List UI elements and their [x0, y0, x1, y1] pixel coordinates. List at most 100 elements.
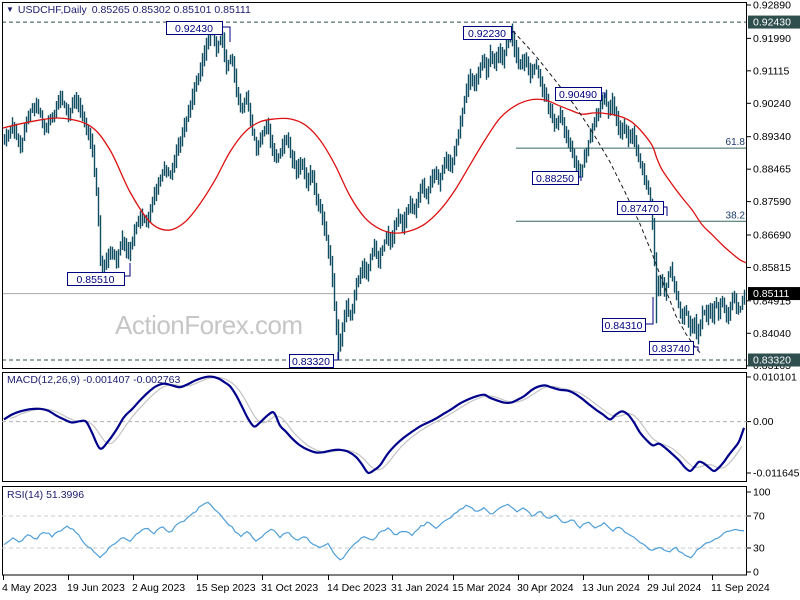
label-connector: [663, 206, 668, 216]
macd-line: [3, 375, 746, 475]
price-axis-label: 0.87590: [753, 196, 791, 208]
label-text: 0.83320: [292, 356, 330, 368]
price-axis-label: 0.92890: [753, 0, 791, 12]
price-axis-label: 0.85815: [753, 262, 791, 274]
macd-indicator-label: MACD(12,26,9) -0.001407 -0.002763: [7, 374, 181, 386]
trendline[interactable]: [512, 30, 703, 356]
macd-axis: 0.010101 0.00 -0.011645: [747, 372, 800, 480]
label-text: 0.92230: [468, 28, 506, 40]
symbol-title: USDCHF,Daily: [17, 4, 87, 16]
ohlc-bars-path: [3, 22, 746, 360]
rsi-axis: 100 70 30 0: [747, 487, 771, 579]
level-price-tag: [748, 15, 800, 29]
label-connector: [601, 92, 606, 98]
price-axis-label: 0.90240: [753, 98, 791, 110]
main-panel-border: [2, 2, 747, 369]
label-frame: [532, 171, 579, 185]
rsi-panel: [2, 486, 747, 576]
label-frame: [602, 318, 646, 332]
chart-objects[interactable]: 61.8 38.2: [2, 21, 747, 361]
rsi-axis-label: 70: [753, 511, 765, 523]
price-axis-label: 0.89340: [753, 131, 791, 143]
label-frame: [166, 21, 223, 35]
candlestick-series: [3, 22, 746, 360]
label-connector: [222, 26, 231, 42]
ma-line: [3, 98, 746, 264]
rsi-line: [3, 501, 745, 561]
price-axis-label: 0.83320: [753, 355, 791, 367]
date-label: 2 Aug 2023: [132, 582, 185, 594]
price-label-box[interactable]: 0.85510: [67, 263, 131, 286]
fib-level-618[interactable]: 61.8: [516, 137, 746, 149]
label-text: 0.88250: [536, 173, 574, 185]
macd-panel: [2, 372, 747, 482]
label-frame: [289, 354, 334, 368]
date-label: 30 Apr 2024: [517, 582, 574, 594]
label-frame: [617, 201, 664, 215]
label-connector: [333, 352, 339, 361]
current-price-tag: [748, 287, 800, 301]
date-label: 31 Jan 2024: [391, 582, 449, 594]
price-label-box[interactable]: 0.92230: [463, 26, 516, 41]
price-axis-label: 0.86690: [753, 229, 791, 241]
price-label-box[interactable]: 0.92430: [166, 21, 231, 43]
price-axis-label: 0.88465: [753, 164, 791, 176]
label-text: 0.90490: [559, 89, 597, 101]
macd-lines: [3, 375, 746, 475]
macd-axis-label: -0.011645: [753, 468, 800, 480]
price-axis-label: 0.91115: [753, 65, 790, 77]
chart-header: ▼ USDCHF,Daily 0.85265 0.85302 0.85101 0.8…: [6, 4, 256, 16]
date-label: 14 Dec 2023: [327, 582, 387, 594]
label-connector: [645, 297, 654, 325]
date-label: 11 Sep 2024: [711, 582, 770, 594]
label-text: 0.85510: [77, 274, 115, 286]
price-label-box[interactable]: 0.87470: [617, 201, 668, 217]
label-text: 0.84310: [605, 320, 643, 332]
price-label-box[interactable]: 0.84310: [602, 297, 654, 332]
macd-axis-label: 0.010101: [753, 372, 797, 384]
price-label-box[interactable]: 0.88250: [532, 171, 582, 186]
date-label: 29 Jul 2024: [647, 582, 701, 594]
price-axis-label: 0.92430: [753, 17, 791, 29]
label-connector: [693, 346, 699, 351]
price-axis-label: 0.85111: [753, 288, 790, 300]
fib-label: 38.2: [726, 210, 746, 221]
macd-axis-label: 0.00: [753, 416, 774, 428]
price-label-box[interactable]: 0.83740: [649, 341, 699, 356]
price-annotations[interactable]: 0.92430 0.92230 0.90490 0.88250 0.87470 0.855…: [67, 21, 699, 369]
price-axis: 0.92890 0.91990 0.91115 0.90240 0.89340 0.884…: [747, 0, 800, 372]
label-text: 0.87470: [621, 203, 659, 215]
price-axis-label: 0.84040: [753, 328, 791, 340]
rsi-axis-label: 30: [753, 543, 765, 555]
main-price-panel: 61.8 38.2 0.92430 0.92230 0.90490 0.88250 0.87…: [2, 2, 747, 369]
watermark: ActionForex.com: [115, 310, 303, 340]
collapse-icon[interactable]: ▼: [6, 5, 14, 14]
label-frame: [555, 87, 602, 101]
date-label: 19 Jun 2023: [67, 582, 125, 594]
rsi-axis-label: 0: [753, 567, 759, 579]
rsi-indicator-label: RSI(14) 51.3996: [7, 489, 85, 501]
label-frame: [67, 272, 125, 286]
date-label: 15 Mar 2024: [452, 582, 511, 594]
level-price-tag: [748, 353, 800, 367]
date-label: 31 Oct 2023: [261, 582, 318, 594]
date-label: 13 Jun 2024: [582, 582, 640, 594]
rsi-panel-border: [2, 486, 747, 576]
rsi-axis-label: 100: [753, 487, 771, 499]
label-frame: [649, 341, 694, 355]
label-connector: [124, 263, 131, 277]
ohlc-values: 0.85265 0.85302 0.85101 0.85111: [91, 4, 251, 16]
date-axis: 4 May 2023 19 Jun 2023 2 Aug 2023 15 Sep 20…: [2, 575, 770, 594]
price-axis-label: 0.91990: [753, 33, 791, 45]
macd-panel-border: [2, 372, 747, 482]
fib-label: 61.8: [726, 137, 746, 148]
price-label-box[interactable]: 0.90490: [555, 87, 606, 102]
price-label-box[interactable]: 0.83320: [289, 352, 339, 368]
date-label: 4 May 2023: [2, 582, 57, 594]
label-text: 0.92430: [175, 23, 213, 35]
fib-level-382[interactable]: 38.2: [516, 210, 746, 222]
label-frame: [463, 26, 512, 40]
date-label: 15 Sep 2023: [196, 582, 256, 594]
